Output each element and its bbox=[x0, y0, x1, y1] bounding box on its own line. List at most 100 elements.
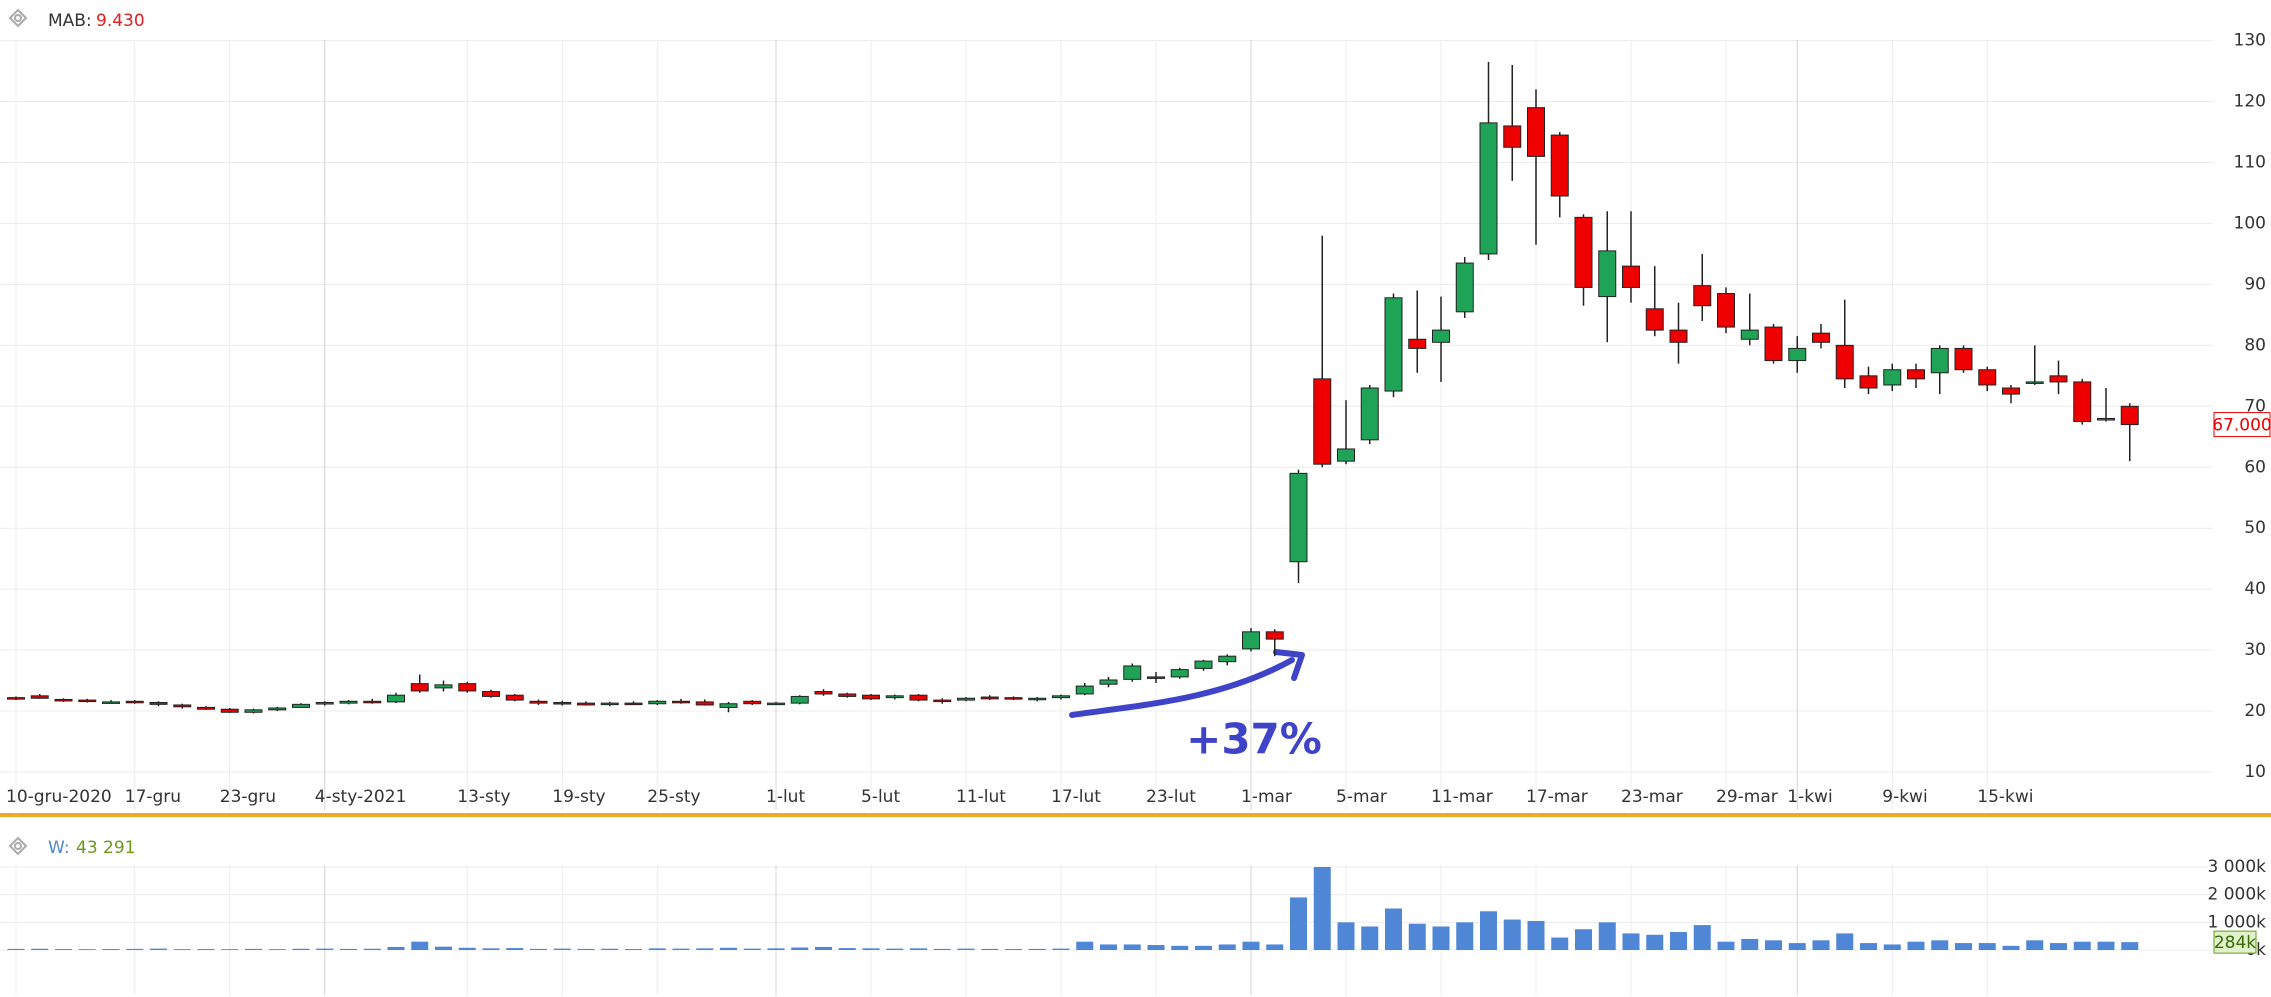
volume-bar bbox=[221, 949, 239, 950]
x-tick-label: 19-sty bbox=[552, 787, 605, 807]
candle-body bbox=[1028, 697, 1047, 701]
candle-body bbox=[1242, 631, 1260, 650]
y-tick-label: 3 000k bbox=[2207, 857, 2266, 877]
y-tick-label: 20 bbox=[2244, 701, 2266, 721]
candle-body bbox=[482, 691, 500, 697]
candle-body bbox=[410, 683, 429, 692]
x-tick-label: 10-gru-2020 bbox=[6, 787, 112, 807]
candle-body bbox=[1147, 676, 1165, 679]
y-tick-label: 80 bbox=[2244, 335, 2266, 355]
candle-body bbox=[838, 693, 857, 697]
volume-bar bbox=[292, 948, 310, 950]
volume-bar bbox=[767, 948, 785, 950]
volume-bar bbox=[1598, 922, 1616, 950]
volume-bar bbox=[815, 946, 832, 950]
volume-bar bbox=[910, 948, 927, 950]
volume-bar bbox=[1242, 941, 1260, 950]
volume-bar bbox=[1171, 945, 1189, 950]
candle-body bbox=[909, 694, 928, 701]
candle-body bbox=[2073, 381, 2092, 423]
candle-body bbox=[1859, 375, 1878, 389]
candle-body bbox=[2097, 417, 2115, 421]
candle-body bbox=[7, 697, 25, 700]
candle-body bbox=[790, 695, 809, 704]
annotation: +37% bbox=[1186, 715, 1322, 764]
candle-body bbox=[30, 695, 49, 699]
candle-body bbox=[1598, 250, 1617, 298]
volume-bar bbox=[1860, 943, 1877, 950]
volume-bar bbox=[625, 949, 642, 950]
volume-bar bbox=[981, 948, 999, 950]
volume-bar bbox=[1480, 911, 1497, 950]
volume-bar bbox=[102, 949, 120, 950]
volume-bar bbox=[1503, 919, 1521, 950]
candle-body bbox=[2049, 375, 2068, 383]
candle-body bbox=[1004, 697, 1023, 700]
volume-bar bbox=[1028, 948, 1046, 950]
volume-bar bbox=[482, 948, 500, 950]
annotation-arrowhead bbox=[1273, 649, 1305, 681]
candle-body bbox=[125, 700, 144, 704]
x-tick-label: 29-mar bbox=[1716, 787, 1778, 807]
legend-name: W: bbox=[48, 838, 70, 858]
y-tick-label: 70 bbox=[2244, 396, 2266, 416]
volume-bar bbox=[1765, 940, 1782, 950]
candle-body bbox=[2002, 387, 2020, 395]
y-tick-label: 30 bbox=[2244, 640, 2266, 660]
candle-body bbox=[957, 697, 975, 701]
volume-bar bbox=[387, 946, 405, 950]
y-tick-label: 130 bbox=[2234, 31, 2266, 51]
header-icon bbox=[8, 836, 28, 856]
volume-bar bbox=[1955, 943, 1972, 950]
volume-bar bbox=[1337, 922, 1355, 950]
volume-bar bbox=[2002, 945, 2020, 950]
x-tick-label: 17-gru bbox=[125, 787, 181, 807]
y-tick-label: 90 bbox=[2244, 274, 2266, 294]
x-tick-label: 9-kwi bbox=[1882, 787, 1927, 807]
volume-bar bbox=[78, 949, 96, 950]
candle-body bbox=[149, 702, 168, 705]
candle-body bbox=[458, 683, 477, 692]
candle-body bbox=[1408, 338, 1427, 349]
volume-bar bbox=[1147, 945, 1165, 950]
volume-bar bbox=[957, 948, 975, 950]
volume-bar bbox=[2073, 941, 2091, 950]
candle-body bbox=[1075, 685, 1094, 695]
candle-body bbox=[1123, 665, 1142, 680]
volume-bar bbox=[1931, 940, 1949, 950]
volume-bar bbox=[1100, 944, 1117, 950]
x-tick-label: 1-kwi bbox=[1787, 787, 1832, 807]
candle-body bbox=[1527, 107, 1545, 157]
x-tick-label: 5-lut bbox=[861, 787, 900, 807]
x-tick-label: 11-lut bbox=[956, 787, 1006, 807]
candle-body bbox=[1740, 329, 1759, 340]
annotation-arrow bbox=[1069, 657, 1295, 718]
volume-bar bbox=[1907, 941, 1925, 950]
volume-bar bbox=[838, 948, 856, 950]
volume-bar bbox=[506, 948, 524, 950]
volume-bar bbox=[435, 946, 452, 950]
volume-bar bbox=[1551, 937, 1569, 950]
candle-body bbox=[1883, 369, 1902, 386]
y-tick-label: 2 000k bbox=[2207, 885, 2266, 905]
candle-body bbox=[54, 698, 73, 702]
volume-bar bbox=[1788, 943, 1806, 950]
x-tick-label: 23-mar bbox=[1621, 787, 1683, 807]
candle-body bbox=[363, 700, 382, 704]
volume-bar bbox=[862, 948, 880, 950]
candle-body bbox=[268, 707, 287, 711]
volume-bar bbox=[7, 948, 25, 950]
volume-bar bbox=[1812, 940, 1830, 950]
volume-bar bbox=[55, 949, 72, 950]
candle-body bbox=[1788, 347, 1807, 362]
volume-bar bbox=[672, 948, 690, 950]
candle-body bbox=[387, 694, 405, 703]
candle-body bbox=[2025, 381, 2044, 384]
volume-bar bbox=[648, 948, 666, 950]
volume-bar bbox=[601, 948, 619, 950]
volume-bar bbox=[696, 948, 714, 950]
volume-bar bbox=[720, 947, 737, 950]
volume-bar bbox=[933, 948, 951, 950]
candle-body bbox=[173, 704, 192, 708]
volume-bar bbox=[1195, 945, 1212, 950]
